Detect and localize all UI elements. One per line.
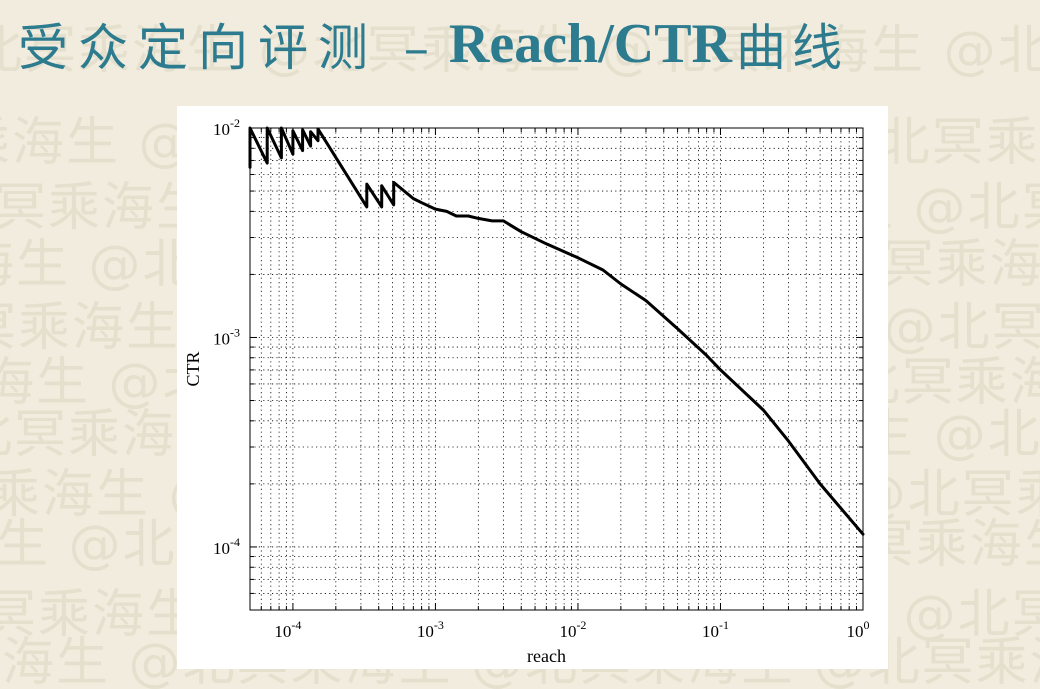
x-tick-label: 10-2	[559, 618, 586, 641]
series-line	[248, 126, 865, 536]
x-tick-label: 100	[847, 618, 870, 641]
x-tick-label: 10-3	[417, 618, 444, 641]
x-tick-label: 10-1	[702, 618, 729, 641]
chart-lines	[248, 126, 865, 536]
slide-title-cn-suffix: 曲线	[736, 19, 848, 77]
chart-ticks	[250, 128, 863, 610]
chart-grid	[250, 128, 863, 610]
slide-title-cn: 受众定向评测 –	[18, 19, 439, 77]
chart-figure: 10-4 10-3 10-2 10-1 100 10-4 10-3 10-2 reach CT…	[177, 106, 888, 669]
x-tick-label: 10-4	[274, 618, 301, 641]
slide-title-en: Reach/CTR	[448, 13, 732, 75]
slide-title: 受众定向评测 – Reach/CTR 曲线	[18, 4, 1028, 84]
y-tick-label: 10-3	[213, 325, 240, 348]
y-axis-label: CTR	[183, 351, 203, 386]
x-axis-label: reach	[527, 646, 566, 666]
y-tick-label: 10-4	[213, 535, 240, 558]
chart-tick-labels: 10-4 10-3 10-2 10-1 100 10-4 10-3 10-2	[213, 116, 870, 641]
plot-frame	[249, 127, 864, 611]
reach-ctr-chart: 10-4 10-3 10-2 10-1 100 10-4 10-3 10-2 reach CT…	[183, 116, 870, 666]
y-tick-label: 10-2	[213, 116, 240, 139]
